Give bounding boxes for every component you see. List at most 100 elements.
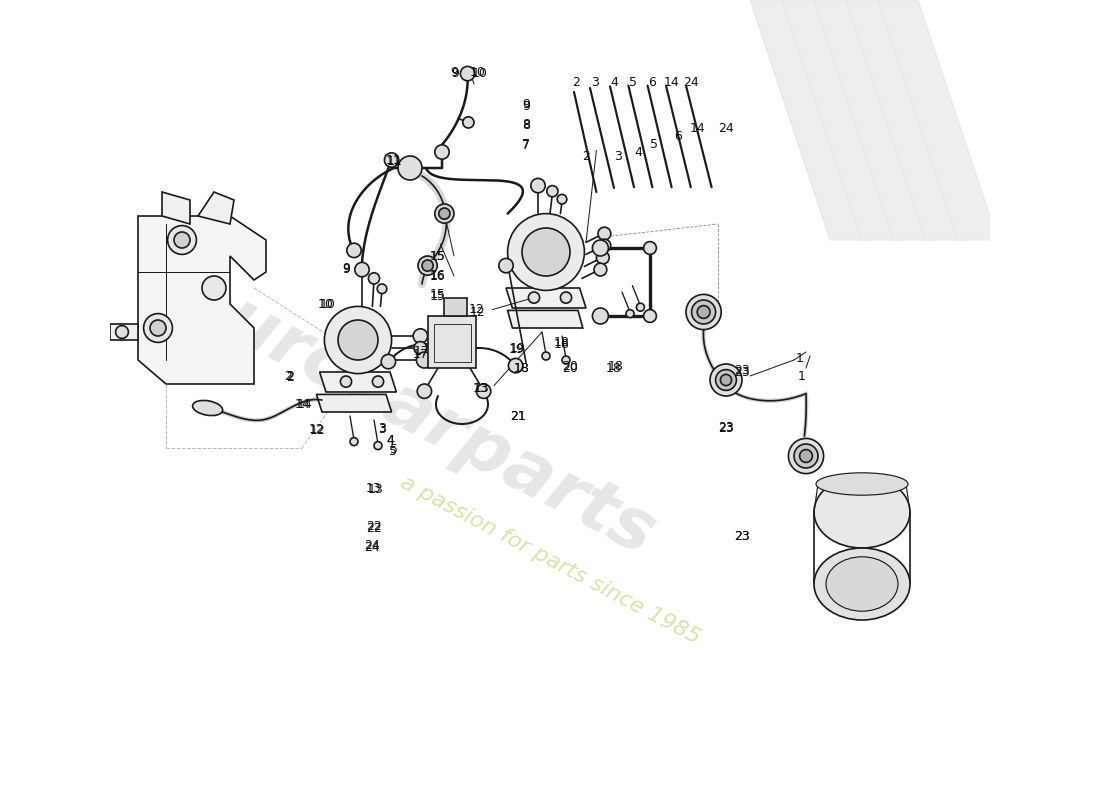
Circle shape [710,364,742,396]
Circle shape [498,258,514,273]
Circle shape [593,308,608,324]
Text: 10: 10 [318,298,334,310]
Text: 4: 4 [610,76,618,89]
Circle shape [626,310,634,318]
Polygon shape [507,310,583,328]
Text: 17: 17 [414,346,430,358]
Text: 24: 24 [718,122,734,134]
Text: 12: 12 [308,423,324,436]
Text: 4: 4 [386,434,394,446]
Circle shape [522,228,570,276]
Circle shape [398,156,422,180]
Text: 24: 24 [364,541,381,554]
Circle shape [507,214,584,290]
Text: 1: 1 [799,370,806,382]
Text: 5: 5 [650,138,658,150]
Text: 21: 21 [510,410,526,422]
Text: 22: 22 [366,522,382,534]
Circle shape [144,314,173,342]
Text: 15: 15 [430,290,446,302]
Text: 12: 12 [470,306,486,318]
Text: 16: 16 [430,270,446,282]
Text: 18: 18 [554,336,570,349]
Circle shape [434,145,449,159]
Ellipse shape [192,401,222,415]
Text: 3: 3 [614,150,622,162]
Text: 14: 14 [690,122,706,134]
Circle shape [598,227,611,240]
Text: 4: 4 [386,434,394,447]
Circle shape [686,294,722,330]
Polygon shape [317,394,392,412]
Text: 15: 15 [429,250,446,262]
Circle shape [644,242,657,254]
Text: 23: 23 [734,366,750,378]
Text: 7: 7 [522,138,530,150]
Text: 2: 2 [285,370,293,382]
Text: 9: 9 [522,98,530,110]
Circle shape [637,303,645,311]
Circle shape [116,326,129,338]
Text: 8: 8 [522,119,530,132]
Circle shape [508,358,522,373]
Circle shape [355,262,370,277]
Polygon shape [138,216,266,384]
Polygon shape [846,0,966,240]
Polygon shape [506,288,586,308]
Circle shape [558,194,566,204]
Circle shape [350,438,358,446]
Circle shape [417,384,431,398]
Text: 9: 9 [452,67,460,80]
Polygon shape [814,0,934,240]
Text: 23: 23 [734,364,750,377]
Text: 15: 15 [430,250,446,262]
Ellipse shape [814,476,910,548]
Polygon shape [110,324,138,340]
Circle shape [384,153,399,167]
Circle shape [720,374,732,386]
Circle shape [150,320,166,336]
Circle shape [789,438,824,474]
Circle shape [338,320,378,360]
Circle shape [476,384,491,398]
Text: 3: 3 [591,76,598,89]
Text: 10: 10 [472,67,487,80]
Text: 1: 1 [795,352,803,365]
Circle shape [594,263,607,276]
Circle shape [422,260,433,271]
Circle shape [439,208,450,219]
FancyBboxPatch shape [444,298,466,316]
Text: 8: 8 [522,118,530,130]
Text: 24: 24 [683,76,698,89]
Text: 6: 6 [674,130,682,142]
Circle shape [340,376,352,387]
Circle shape [346,243,361,258]
Circle shape [167,226,197,254]
Text: 18: 18 [514,362,530,374]
Circle shape [794,444,818,468]
Text: 2: 2 [572,76,580,89]
Text: 20: 20 [562,362,578,374]
Circle shape [542,352,550,360]
Text: eurocarparts: eurocarparts [169,262,667,570]
Circle shape [800,450,813,462]
Text: 23: 23 [734,530,750,542]
Text: 12: 12 [469,303,484,316]
Circle shape [562,356,570,364]
Circle shape [560,292,572,303]
Text: 5: 5 [389,445,397,458]
Circle shape [463,117,474,128]
Text: 9: 9 [342,262,350,274]
Circle shape [418,256,437,275]
Circle shape [373,376,384,387]
Circle shape [374,442,382,450]
Text: 17: 17 [412,348,428,361]
Text: 11: 11 [386,154,402,166]
Circle shape [596,251,609,264]
Text: 19: 19 [508,343,525,356]
Text: 6: 6 [649,76,657,89]
Circle shape [461,66,475,81]
Text: 18: 18 [554,338,570,350]
Text: a passion for parts since 1985: a passion for parts since 1985 [397,472,703,648]
Circle shape [598,239,611,252]
